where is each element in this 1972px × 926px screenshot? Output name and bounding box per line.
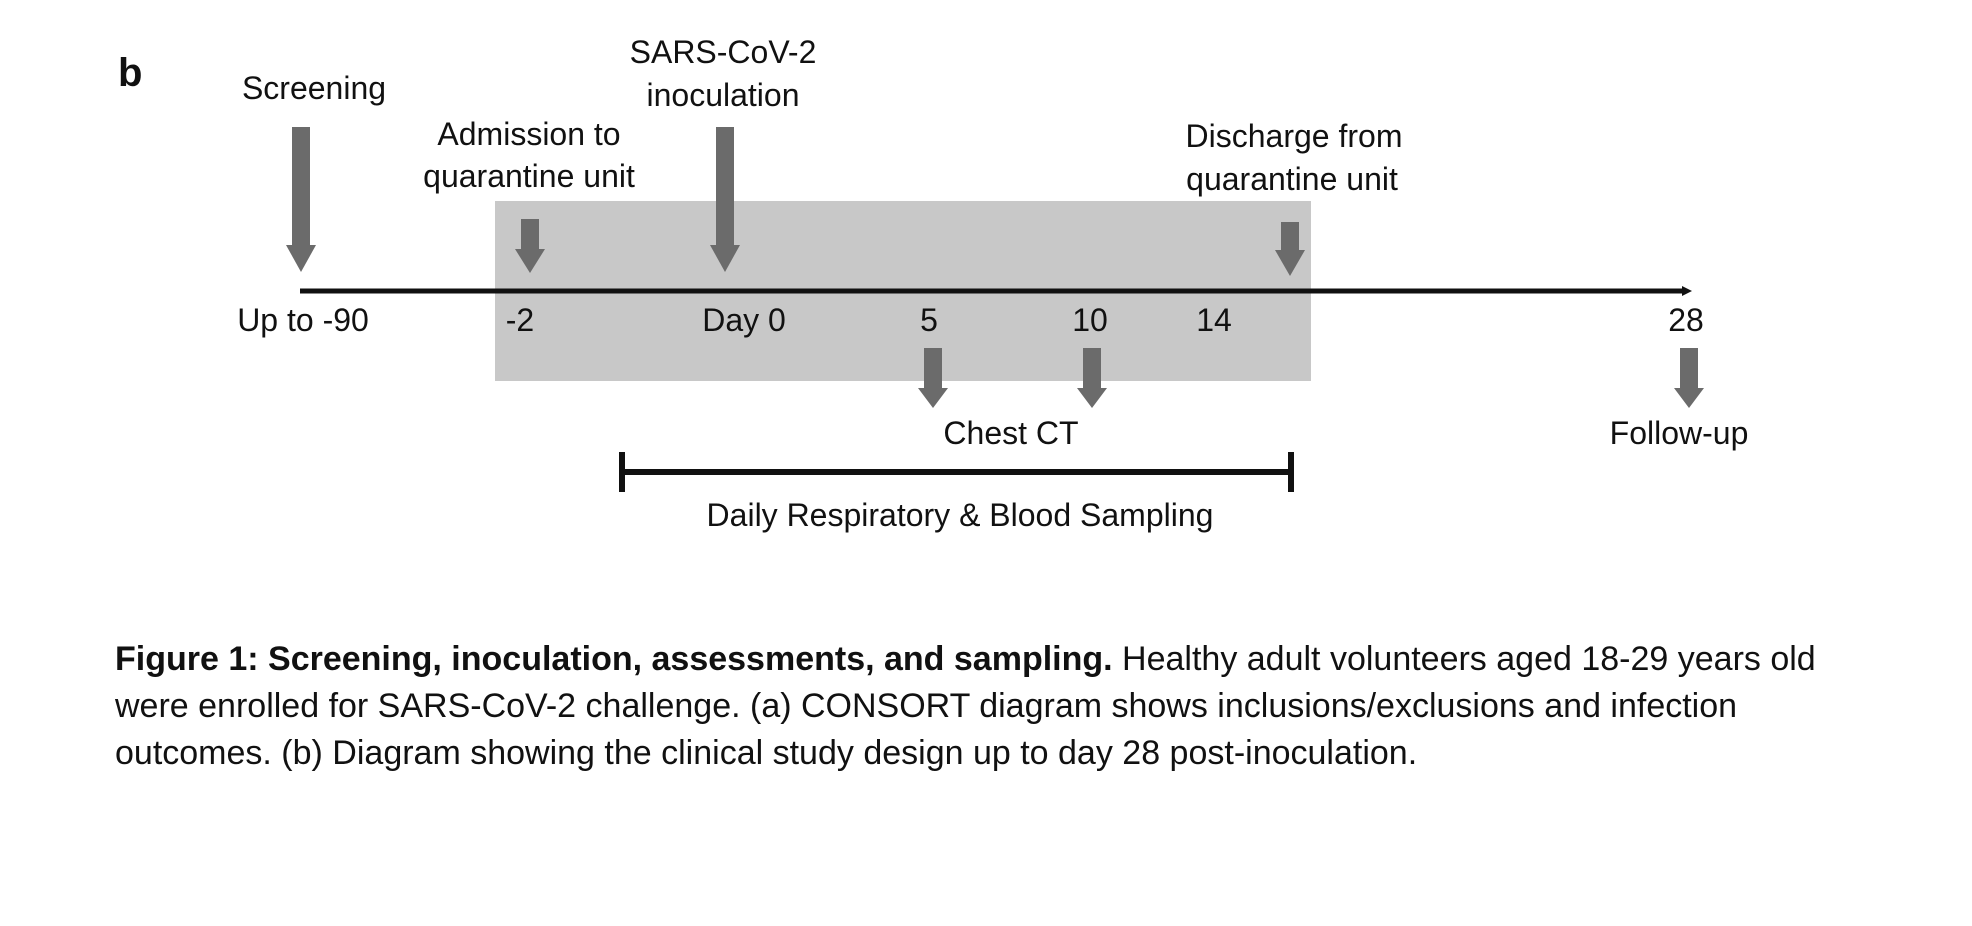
sampling-label: Daily Respiratory & Blood Sampling — [707, 497, 1214, 533]
tick-label: 10 — [1072, 302, 1108, 338]
screening-arrow-icon — [286, 127, 316, 272]
figure-caption: Figure 1: Screening, inoculation, assess… — [115, 636, 1875, 777]
tick-label: -2 — [506, 302, 534, 338]
tick-label: 5 — [920, 302, 938, 338]
caption-text: Healthy adult volunteers aged 18-29 year… — [115, 640, 1816, 772]
inoculation-label-line1: SARS-CoV-2 — [630, 34, 817, 70]
panel-label: b — [118, 51, 142, 95]
caption-title: Figure 1: Screening, inoculation, assess… — [115, 640, 1113, 678]
screening-label: Screening — [242, 70, 386, 106]
tick-label: 28 — [1668, 302, 1704, 338]
chest-ct-arrow-icon — [918, 348, 948, 408]
follow-up-arrow-icon — [1674, 348, 1704, 408]
timeline-arrowhead-icon — [1682, 286, 1692, 296]
admission-arrow-icon — [515, 219, 545, 273]
chest-ct-label: Chest CT — [943, 415, 1078, 451]
discharge-label-line2: quarantine unit — [1186, 161, 1398, 197]
tick-label: Day 0 — [702, 302, 786, 338]
inoculation-label-line2: inoculation — [647, 77, 800, 113]
sampling-period-bracket — [619, 452, 1294, 492]
tick-label: Up to -90 — [237, 302, 369, 338]
chest-ct-arrow-icon — [1077, 348, 1107, 408]
discharge-arrow-icon — [1275, 222, 1305, 276]
inoculation-arrow-icon — [710, 127, 740, 272]
discharge-label-line1: Discharge from — [1186, 118, 1403, 154]
admission-label-line2: quarantine unit — [423, 158, 635, 194]
tick-label: 14 — [1196, 302, 1232, 338]
admission-label-line1: Admission to — [437, 116, 620, 152]
follow-up-label: Follow-up — [1610, 415, 1749, 451]
